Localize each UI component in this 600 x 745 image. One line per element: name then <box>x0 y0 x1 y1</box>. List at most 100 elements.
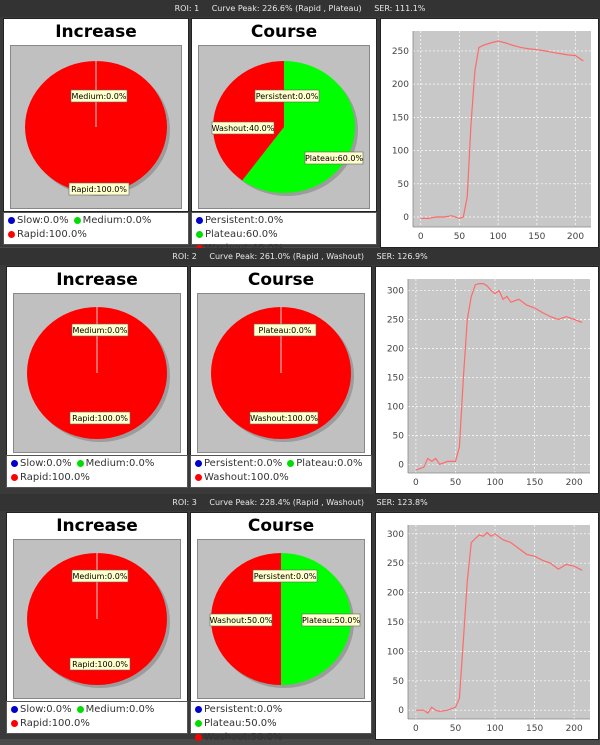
legend-dot-plateau <box>195 719 202 727</box>
y-tick-label: 300 <box>387 287 404 297</box>
x-tick-label: 100 <box>486 724 503 734</box>
y-tick-label: 150 <box>387 373 404 383</box>
increase-pie-area: Medium:0.0% Rapid:100.0% <box>10 45 182 209</box>
curve-peak: Curve Peak: 226.6% (Rapid , Plateau) <box>211 4 362 13</box>
legend-plateau: Plateau:60.0% <box>205 229 278 240</box>
legend-plateau: Plateau:50.0% <box>204 718 277 729</box>
legend-washout: Washout:100.0% <box>204 472 289 483</box>
legend-dot-medium <box>76 459 84 467</box>
y-tick-label: 150 <box>387 618 404 628</box>
roi-label: ROI: 1 <box>174 4 200 13</box>
roi-label: ROI: 2 <box>172 252 197 261</box>
legend-medium: Medium:0.0% <box>85 458 155 469</box>
ser-value: SER: 123.8% <box>376 498 428 507</box>
course-pie-area: Plateau:0.0% Washout:100.0% <box>197 293 365 453</box>
x-tick-label: 0 <box>413 478 419 488</box>
y-tick-label: 200 <box>387 344 404 354</box>
ser-curve-chart: 0 50 100 150 200 250 0 50 100 150 200 <box>392 31 591 242</box>
course-title: Course <box>247 270 315 290</box>
ser-curve-chart: 0 50 100 150 200 250 300 0 50 100 150 200 <box>387 279 590 488</box>
ser-curve-panel: 0 50 100 150 200 250 300 0 50 100 150 200 <box>375 266 599 494</box>
legend-washout: Washout:50.0% <box>204 732 283 743</box>
x-tick-label: 150 <box>526 478 543 488</box>
pie-label-persistent: Persistent:0.0% <box>254 572 317 581</box>
y-tick-label: 100 <box>392 147 409 157</box>
ser-curve-chart: 0 50 100 150 200 250 300 0 50 100 150 200 <box>387 525 590 734</box>
legend-dot-plateau <box>287 459 295 467</box>
legend-dot-persistent <box>196 216 203 224</box>
ser-curve-panel: 0 50 100 150 200 250 300 0 50 100 150 200 <box>375 512 599 740</box>
course-panel: Course Plateau:0.0% Washout:100.0% <box>190 266 372 456</box>
increase-pie-area: Medium:0.0% Rapid:100.0% <box>13 293 181 453</box>
course-pie-area: Persistent:0.0% Washout:50.0% Plateau:50… <box>197 539 365 699</box>
y-tick-label: 250 <box>387 316 404 326</box>
y-tick-label: 150 <box>392 113 409 123</box>
plot-background <box>408 525 590 719</box>
series-line <box>415 283 583 471</box>
legend-dot-slow <box>8 216 15 224</box>
x-tick-label: 50 <box>450 724 462 734</box>
legend-dot-medium <box>73 216 81 224</box>
y-tick-label: 250 <box>392 47 409 57</box>
increase-title: Increase <box>56 270 138 290</box>
y-tick-label: 50 <box>393 431 405 441</box>
course-pie: Plateau:0.0% Washout:100.0% <box>211 307 354 442</box>
course-panel: Course Persistent:0.0% Washout:50.0% Pla… <box>190 512 372 702</box>
y-tick-label: 0 <box>398 706 404 716</box>
legend-dot-rapid <box>8 230 15 238</box>
legend-slow: Slow:0.0% <box>20 458 72 469</box>
x-tick-label: 200 <box>566 478 583 488</box>
increase-legend: Slow:0.0% Medium:0.0% Rapid:100.0% <box>6 455 188 488</box>
x-tick-label: 100 <box>486 478 503 488</box>
y-tick-label: 100 <box>387 402 404 412</box>
course-pie: Persistent:0.0% Washout:50.0% Plateau:50… <box>210 553 360 688</box>
legend-dot-slow <box>11 705 18 713</box>
pie-label-washout: Washout:40.0% <box>212 124 275 133</box>
y-tick-label: 300 <box>387 530 404 540</box>
legend-persistent: Persistent:0.0% <box>205 215 284 226</box>
pie-label-washout: Washout:50.0% <box>210 616 273 625</box>
course-title: Course <box>250 22 318 42</box>
legend-medium: Medium:0.0% <box>85 704 155 715</box>
roi-2-block: ROI: 2 Curve Peak: 261.0% (Rapid , Washo… <box>0 248 600 495</box>
legend-slow: Slow:0.0% <box>20 704 72 715</box>
x-tick-label: 200 <box>567 232 584 242</box>
legend-dot-rapid <box>11 473 18 481</box>
x-tick-label: 150 <box>528 232 545 242</box>
course-pie: Persistent:0.0% Washout:40.0% Plateau:60… <box>212 61 363 196</box>
ser-value: SER: 111.1% <box>374 4 426 13</box>
increase-panel: Increase Medium:0.0% Rapid:100.0% <box>6 512 188 702</box>
increase-title: Increase <box>56 516 138 536</box>
increase-pie-area: Medium:0.0% Rapid:100.0% <box>13 539 181 699</box>
legend-dot-medium <box>76 705 84 713</box>
pie-label-plateau: Plateau:50.0% <box>302 616 360 625</box>
pie-label-medium: Medium:0.0% <box>72 572 127 581</box>
plot-background <box>413 31 591 227</box>
pie-label-plateau: Plateau:0.0% <box>259 326 312 335</box>
roi-1-header: ROI: 1 Curve Peak: 226.6% (Rapid , Plate… <box>0 0 600 17</box>
increase-pie: Medium:0.0% Rapid:100.0% <box>25 61 170 196</box>
legend-persistent: Persistent:0.0% <box>204 704 283 715</box>
y-tick-label: 200 <box>387 589 404 599</box>
pie-label-rapid: Rapid:100.0% <box>71 185 127 194</box>
x-tick-label: 150 <box>526 724 543 734</box>
curve-peak: Curve Peak: 261.0% (Rapid , Washout) <box>209 252 364 261</box>
legend-dot-washout <box>195 733 202 741</box>
increase-pie: Medium:0.0% Rapid:100.0% <box>27 553 170 688</box>
y-tick-label: 250 <box>387 559 404 569</box>
roi-1-block: ROI: 1 Curve Peak: 226.6% (Rapid , Plate… <box>0 0 600 254</box>
legend-dot-plateau <box>196 230 203 238</box>
roi-3-header: ROI: 3 Curve Peak: 228.4% (Rapid , Washo… <box>0 494 600 511</box>
series-line <box>420 40 584 220</box>
pie-label-rapid: Rapid:100.0% <box>72 660 128 669</box>
legend-dot-persistent <box>195 705 202 713</box>
legend-persistent: Persistent:0.0% <box>204 458 283 469</box>
legend-plateau: Plateau:0.0% <box>296 458 363 469</box>
ser-curve-panel: 0 50 100 150 200 250 0 50 100 150 200 <box>380 18 599 248</box>
roi-2-header: ROI: 2 Curve Peak: 261.0% (Rapid , Washo… <box>0 248 600 265</box>
course-legend: Persistent:0.0% Plateau:0.0% Washout:100.… <box>190 455 372 488</box>
roi-3-block: ROI: 3 Curve Peak: 228.4% (Rapid , Washo… <box>0 494 600 743</box>
increase-panel: Increase Medium:0.0% Rapid:100.0% <box>3 18 189 212</box>
legend-dot-slow <box>11 459 18 467</box>
increase-panel: Increase Medium:0.0% Rapid:100.0% <box>6 266 188 456</box>
